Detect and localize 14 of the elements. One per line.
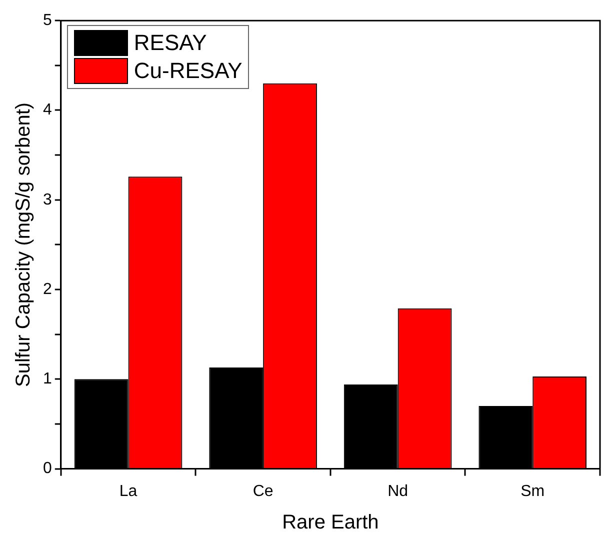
- y-tick-label: 5: [42, 12, 52, 30]
- legend-label: RESAY: [134, 28, 207, 57]
- x-tick-label: Ce: [252, 482, 274, 500]
- y-tick-label: 0: [42, 460, 52, 478]
- y-tick-label: 4: [42, 102, 52, 119]
- y-tick-label: 3: [42, 191, 52, 208]
- x-tick-label: Nd: [388, 482, 408, 500]
- x-axis-title: Rare Earth: [282, 512, 379, 534]
- y-tick-label: 1: [42, 370, 52, 388]
- y-axis-title: Sulfur Capacity (mgS/g sorbent): [12, 102, 35, 387]
- y-tick-label: 2: [42, 280, 52, 298]
- legend-label: Cu-RESAY: [134, 56, 242, 85]
- x-tick-label: La: [119, 482, 138, 500]
- x-tick-label: Sm: [520, 482, 545, 500]
